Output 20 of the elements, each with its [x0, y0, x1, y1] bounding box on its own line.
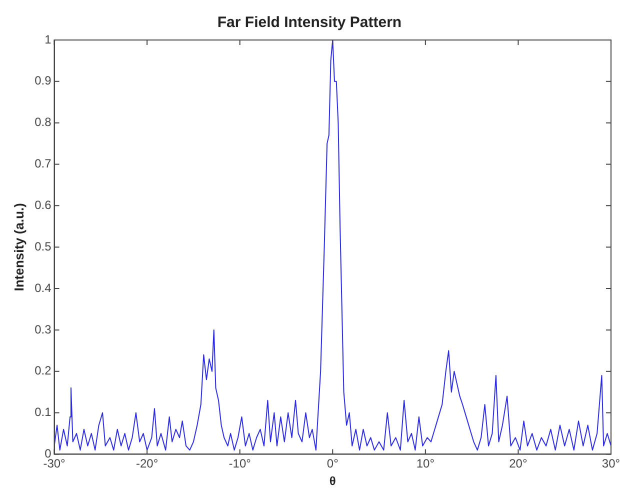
- x-tick-label: -10°: [228, 456, 252, 471]
- y-tick-label: 0.9: [34, 74, 52, 88]
- x-tick-label: -20°: [136, 456, 158, 471]
- x-axis-title: θ: [329, 474, 336, 488]
- x-tick-label: 30°: [602, 456, 620, 471]
- y-tick-label: 0.1: [34, 405, 52, 420]
- y-axis-title: Intensity (a.u.): [11, 203, 26, 292]
- y-tick-label: 0.3: [34, 322, 52, 336]
- y-tick-label: 0.8: [34, 115, 52, 130]
- chart-title: Far Field Intensity Pattern: [217, 14, 402, 32]
- y-tick-label: 0.2: [34, 364, 52, 378]
- x-tick-label: -30°: [43, 456, 66, 471]
- y-tick-label: 0.4: [34, 280, 52, 295]
- y-tick-label: 0.7: [34, 156, 52, 171]
- x-tick-label: 0°: [326, 456, 339, 471]
- x-tick-label: 20°: [509, 456, 528, 471]
- y-tick-label: 0.5: [34, 239, 52, 254]
- x-tick-label: 10°: [416, 456, 435, 471]
- y-tick-label: 1: [44, 32, 52, 46]
- y-tick-label: 0.6: [34, 198, 52, 212]
